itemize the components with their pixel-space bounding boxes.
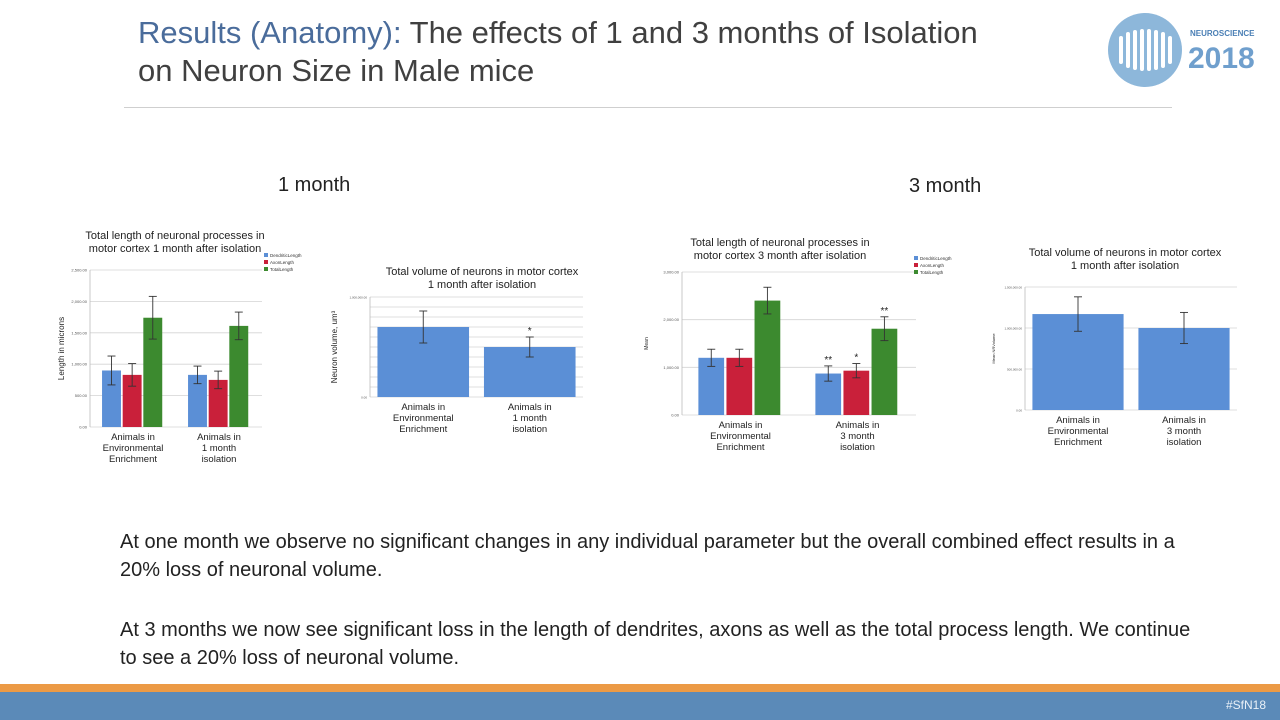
title-divider: [124, 107, 1172, 108]
category-label: Animals in: [508, 402, 552, 413]
category-label: isolation: [202, 454, 237, 465]
bar-TotalLength-2: [871, 328, 898, 415]
significance-marker: **: [824, 355, 832, 366]
bar-AxonLength-1: [726, 357, 753, 415]
category-label: Animals in: [111, 432, 155, 443]
legend-label-AxonLength: AxonLength: [920, 263, 945, 268]
significance-marker: *: [854, 353, 858, 364]
neuroscience-2018-logo: NEUROSCIENCE 2018: [1106, 12, 1266, 92]
y-axis-label: Length in microns: [57, 317, 66, 380]
footer-bar: [0, 692, 1280, 720]
legend-swatch-TotalLength: [914, 270, 918, 274]
chart-3-length: Total length of neuronal processes inmot…: [644, 237, 952, 453]
category-label: Enrichment: [1054, 437, 1102, 448]
category-label: 1 month: [202, 443, 236, 454]
bar-TotalLength-1: [754, 300, 781, 415]
y-tick-label: 0.00: [361, 396, 367, 400]
y-tick-label: 500.00: [75, 393, 88, 398]
y-tick-label: 0.00: [671, 413, 680, 418]
paragraph-1-month: At one month we observe no significant c…: [120, 531, 1175, 581]
category-label: Animals in: [197, 432, 241, 443]
section-label-3-month: 3 month: [909, 175, 982, 197]
logo-small-text: NEUROSCIENCE: [1190, 29, 1255, 38]
legend-swatch-AxonLength: [264, 260, 268, 264]
chart-title-line: Total length of neuronal processes in: [85, 230, 264, 242]
chart-title-line: motor cortex 1 month after isolation: [89, 243, 261, 255]
section-label-1-month: 1 month: [278, 174, 351, 196]
legend-swatch-AxonLength: [914, 263, 918, 267]
category-label: 3 month: [1167, 426, 1201, 437]
legend-label-DendriticLength: DendriticLength: [920, 256, 952, 261]
category-label: isolation: [840, 442, 875, 453]
y-axis-label: Mean: [644, 337, 650, 350]
category-label: Environmental: [1048, 426, 1109, 437]
bar-DendriticLength-2: [188, 374, 207, 427]
bar-AxonLength-1: [122, 374, 142, 427]
y-tick-label: 0.00: [1016, 409, 1022, 413]
significance-marker: **: [881, 306, 889, 317]
bar-DendriticLength-1: [102, 370, 121, 427]
significance-marker: *: [528, 326, 532, 337]
legend-label-AxonLength: AxonLength: [270, 260, 295, 265]
chart-2-volume: Total volume of neurons in motor cortex1…: [330, 266, 583, 435]
hashtag-label: #SfN18: [1225, 698, 1266, 712]
category-label: 3 month: [840, 431, 874, 442]
category-label: Animals in: [836, 420, 880, 431]
chart-title-line: 1 month after isolation: [428, 279, 536, 291]
legend-label-TotalLength: TotalLength: [920, 270, 944, 275]
category-label: isolation: [1167, 437, 1202, 448]
category-label: Animals in: [1162, 415, 1206, 426]
legend-swatch-TotalLength: [264, 267, 268, 271]
category-label: Enrichment: [109, 454, 157, 465]
y-tick-label: 3,000.00: [663, 270, 679, 275]
category-label: Environmental: [710, 431, 771, 442]
legend-label-TotalLength: TotalLength: [270, 267, 294, 272]
y-tick-label: 0.00: [79, 425, 88, 430]
category-label: Animals in: [401, 402, 445, 413]
title-rest: The effects of 1 and 3 months of Isolati…: [401, 15, 978, 50]
bar-TotalLength-1: [143, 317, 163, 427]
bar-AxonLength-2: [208, 379, 228, 427]
chart-title-line: motor cortex 3 month after isolation: [694, 250, 866, 262]
legend-swatch-DendriticLength: [264, 253, 268, 257]
category-label: Environmental: [103, 443, 164, 454]
category-label: Enrichment: [399, 424, 447, 435]
y-tick-label: 1,500,000.00: [1004, 286, 1022, 290]
chart-4-volume: Total volume of neurons in motor cortex1…: [991, 247, 1237, 448]
chart-title-line: Total volume of neurons in motor cortex: [1029, 247, 1222, 259]
y-tick-label: 500,000.00: [1007, 368, 1022, 372]
category-label: Enrichment: [716, 442, 764, 453]
legend-swatch-DendriticLength: [914, 256, 918, 260]
category-label: Environmental: [393, 413, 454, 424]
y-tick-label: 2,000.00: [71, 299, 87, 304]
y-tick-label: 1,000.00: [71, 362, 87, 367]
chart-title-line: Total volume of neurons in motor cortex: [386, 266, 579, 278]
footer-accent-stripe: [0, 684, 1280, 692]
legend-label-DendriticLength: DendriticLength: [270, 253, 302, 258]
y-tick-label: 2,500.00: [71, 268, 87, 273]
chart-title-line: Total length of neuronal processes in: [690, 237, 869, 249]
title-accent: Results (Anatomy):: [138, 15, 402, 50]
category-label: Animals in: [719, 420, 763, 431]
category-label: 1 month: [513, 413, 547, 424]
y-tick-label: 1,000,000.00: [1004, 327, 1022, 331]
y-tick-label: 2,000.00: [663, 317, 679, 322]
y-tick-label: 1,000,000.00: [349, 296, 367, 300]
slide-title: Results (Anatomy): The effects of 1 and …: [138, 14, 1038, 90]
y-axis-label: Mean NRVolume: [991, 333, 996, 364]
paragraph-3-month: At 3 months we now see significant loss …: [120, 619, 1191, 669]
category-label: Animals in: [1056, 415, 1100, 426]
chart-1-length: Total length of neuronal processes inmot…: [57, 230, 302, 465]
y-tick-label: 1,500.00: [71, 330, 87, 335]
title-line-2: on Neuron Size in Male mice: [138, 53, 535, 88]
chart-title-line: 1 month after isolation: [1071, 260, 1179, 272]
y-axis-label: Neuron volume, um³: [330, 310, 339, 383]
logo-year-text: 2018: [1188, 42, 1255, 75]
y-tick-label: 1,000.00: [663, 365, 679, 370]
category-label: isolation: [512, 424, 547, 435]
bar-TotalLength-2: [229, 325, 249, 427]
bar-DendriticLength-1: [698, 357, 725, 415]
